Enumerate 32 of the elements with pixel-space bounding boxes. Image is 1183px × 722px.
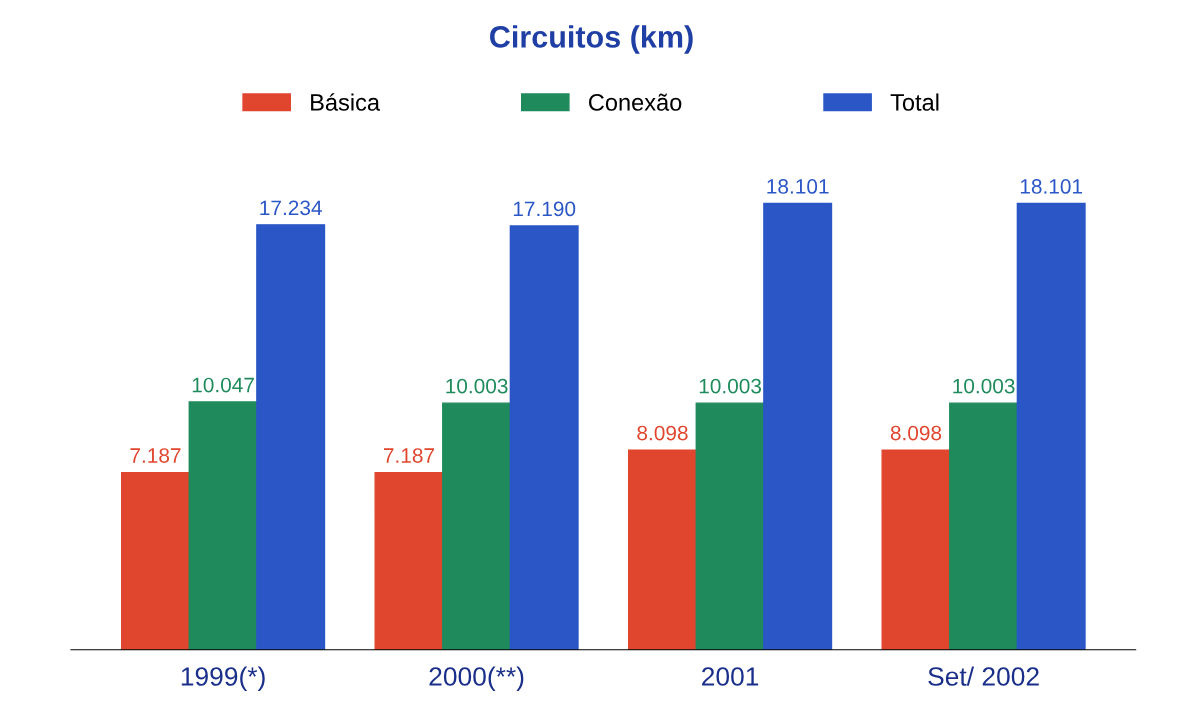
data-label: 10.003: [699, 378, 762, 394]
bar: [120, 471, 190, 650]
bar: [695, 402, 765, 650]
bar: [256, 224, 326, 650]
bar: [188, 401, 258, 650]
data-label: 17.190: [513, 201, 576, 217]
x-tick-label: 2001: [702, 667, 759, 686]
bar: [949, 402, 1019, 650]
bar: [374, 471, 444, 650]
legend-label: Conexão: [589, 93, 682, 111]
x-tick-label: 1999(*): [181, 666, 265, 692]
legend-label: Total: [890, 93, 939, 111]
data-label: 10.003: [953, 378, 1015, 394]
bar: [763, 202, 833, 650]
chart-title: Circuitos (km): [490, 25, 693, 54]
data-label: 17.234: [260, 200, 322, 216]
data-label: 18.101: [1020, 179, 1083, 194]
bar: [509, 225, 579, 650]
data-label: 18.101: [767, 179, 829, 194]
bar: [442, 402, 512, 650]
x-tick-label: 2000(**): [429, 666, 524, 692]
bar: [627, 449, 697, 650]
legend-label: Básica: [311, 93, 381, 111]
bar: [881, 449, 951, 650]
data-label: 7.187: [383, 448, 434, 463]
data-label: 10.003: [446, 378, 508, 394]
data-label: 8.098: [637, 425, 688, 441]
x-tick-label: Set/ 2002: [928, 666, 1039, 686]
bar: [1016, 202, 1086, 650]
data-label: 7.187: [130, 448, 181, 463]
data-label: 10.047: [192, 377, 254, 393]
data-label: 8.098: [890, 425, 942, 441]
